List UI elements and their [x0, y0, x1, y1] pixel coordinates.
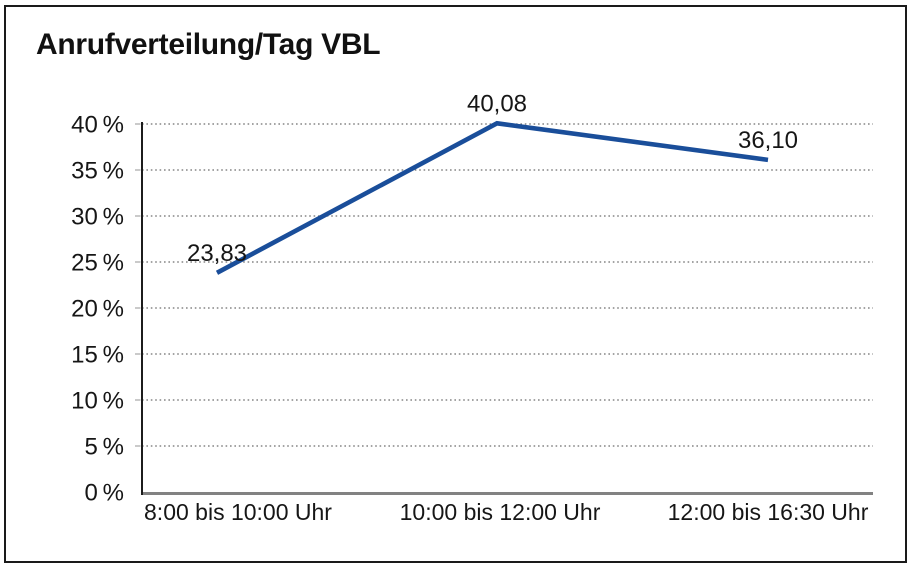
data-series-line [215, 120, 769, 275]
y-axis-label: 15 % [71, 342, 124, 369]
chart-title: Anrufverteilung/Tag VBL [36, 28, 381, 61]
y-axis-label: 0 % [85, 480, 125, 507]
x-axis-label: 12:00 bis 16:30 Uhr [668, 499, 869, 525]
data-label: 23,83 [187, 240, 247, 267]
y-axis-label: 5 % [85, 434, 125, 461]
y-axis-label: 35 % [71, 158, 124, 185]
y-axis-label: 10 % [71, 388, 124, 415]
y-axis-label: 20 % [71, 296, 124, 323]
x-axis-label: 8:00 bis 10:00 Uhr [144, 499, 332, 525]
x-axis-label: 10:00 bis 12:00 Uhr [400, 499, 601, 525]
y-axis-label: 25 % [71, 250, 124, 277]
y-axis-label: 40 % [71, 112, 124, 139]
data-label: 40,08 [467, 90, 527, 117]
data-label: 36,10 [738, 127, 798, 154]
chart-border [4, 5, 907, 563]
y-axis-label: 30 % [71, 204, 124, 231]
